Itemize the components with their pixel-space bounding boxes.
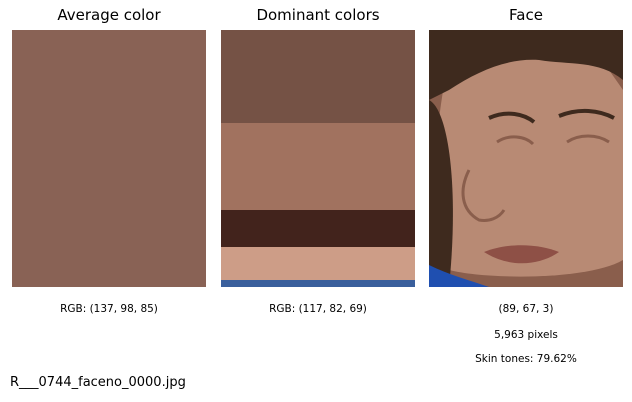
dominant-color-band — [221, 210, 415, 247]
face-skin — [435, 46, 623, 277]
shirt — [429, 265, 489, 287]
average-color-swatch — [12, 30, 206, 287]
nose — [461, 169, 506, 222]
right-eye — [566, 134, 610, 144]
face-caption-skin-tones: Skin tones: 79.62% — [475, 353, 577, 365]
face-hair — [429, 30, 623, 100]
dominant-color-band — [221, 123, 415, 210]
face-caption-rgb: (89, 67, 3) — [498, 303, 554, 315]
dominant-colors-title: Dominant colors — [256, 6, 380, 24]
left-eyebrow — [488, 111, 536, 124]
average-color-caption: RGB: (137, 98, 85) — [60, 303, 158, 315]
face-shadow — [429, 100, 453, 287]
right-eyebrow — [558, 109, 615, 120]
dominant-color-band — [221, 30, 415, 123]
dominant-color-band — [221, 280, 415, 287]
dominant-colors-caption: RGB: (117, 82, 69) — [269, 303, 367, 315]
average-color-title: Average color — [57, 6, 161, 24]
face-illustration — [429, 30, 623, 287]
image-filename: R___0744_faceno_0000.jpg — [10, 375, 186, 390]
dominant-colors-stack — [221, 30, 415, 287]
face-title: Face — [509, 6, 543, 24]
left-eye — [496, 135, 535, 146]
face-image — [429, 30, 623, 287]
face-caption-pixels: 5,963 pixels — [494, 329, 558, 341]
dominant-color-band — [221, 247, 415, 280]
mouth — [484, 245, 559, 264]
